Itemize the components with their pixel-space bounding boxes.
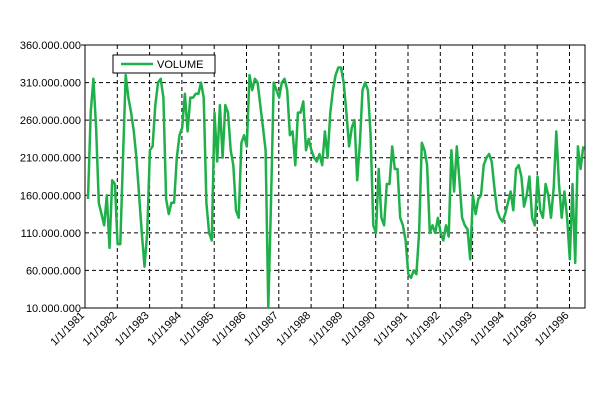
x-tick-label: 1/1/1981 <box>48 310 87 349</box>
y-tick-label: 110.000.000 <box>21 228 81 240</box>
x-tick-label: 1/1/1995 <box>501 310 540 349</box>
x-tick-label: 1/1/1990 <box>339 310 378 349</box>
x-tick-label: 1/1/1982 <box>81 310 120 349</box>
x-tick-label: 1/1/1991 <box>371 310 410 349</box>
x-tick-label: 1/1/1993 <box>436 310 475 349</box>
y-tick-label: 10.000.000 <box>26 303 81 315</box>
data-line <box>86 66 585 310</box>
x-tick-label: 1/1/1988 <box>274 310 313 349</box>
x-tick-label: 1/1/1994 <box>468 310 507 349</box>
x-tick-label: 1/1/1992 <box>404 310 443 349</box>
y-tick-label: 60.000.000 <box>26 265 81 277</box>
y-tick-label: 360.000.000 <box>20 40 81 52</box>
x-tick-label: 1/1/1983 <box>113 310 152 349</box>
legend-label: VOLUME <box>157 59 203 71</box>
y-tick-label: 260.000.000 <box>20 115 81 127</box>
legend-box <box>112 54 216 74</box>
y-tick-label: 210.000.000 <box>20 153 81 165</box>
plot-area <box>85 45 585 308</box>
x-tick-label: 1/1/1986 <box>210 310 249 349</box>
x-tick-label: 1/1/1985 <box>178 310 217 349</box>
x-tick-label: 1/1/1989 <box>307 310 346 349</box>
y-tick-label: 310.000.000 <box>20 78 81 90</box>
x-tick-label: 1/1/1984 <box>145 310 184 349</box>
x-tick-label: 1/1/1987 <box>242 310 281 349</box>
x-tick-label: 1/1/1996 <box>533 310 572 349</box>
plot-border <box>84 44 586 309</box>
y-tick-label: 160.000.000 <box>20 190 81 202</box>
